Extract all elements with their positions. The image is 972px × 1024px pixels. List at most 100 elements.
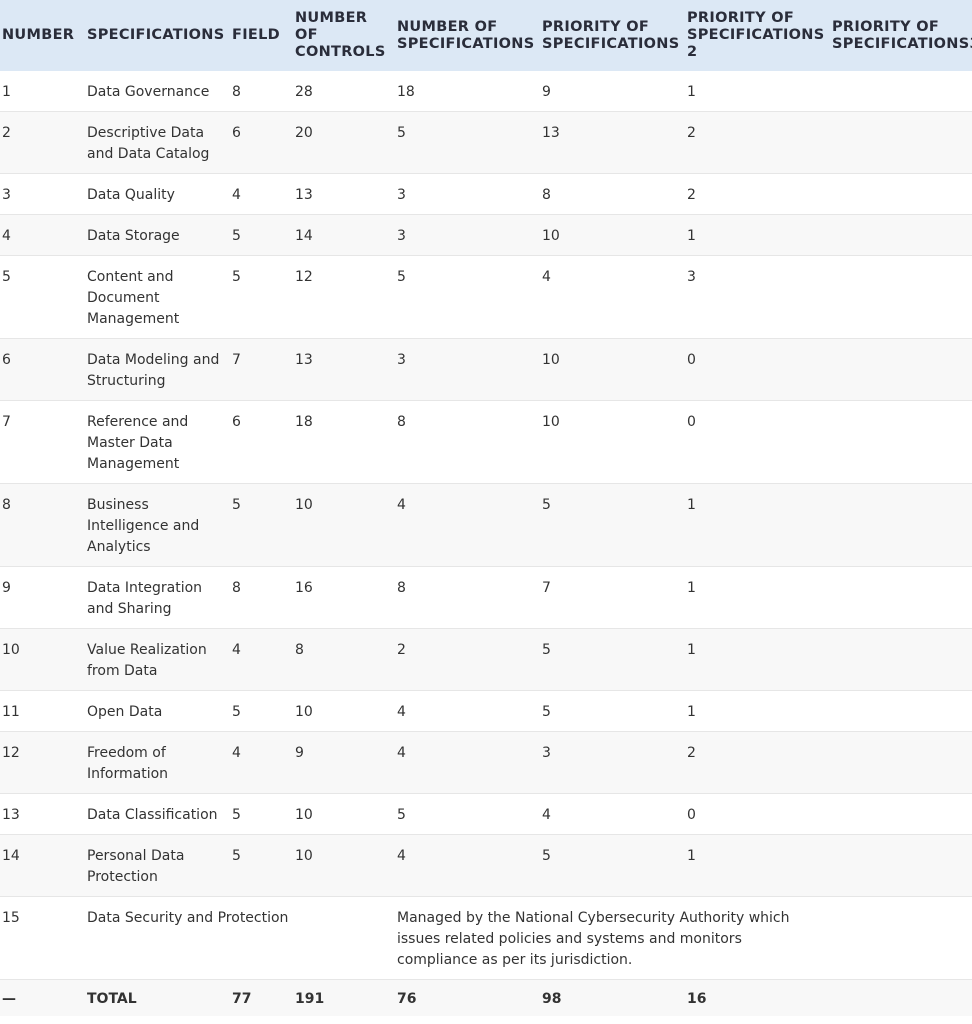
table-row: 1 Data Governance 8 28 18 9 1 [0, 71, 972, 112]
table-cell: 13 [540, 111, 685, 174]
table-cell: 9 [293, 731, 395, 794]
table-cell: Content and Document Management [85, 255, 230, 339]
empty-cell [830, 979, 972, 1016]
table-row: 8 Business Intelligence and Analytics 5 10 4… [0, 483, 972, 567]
table-body: 1 Data Governance 8 28 18 9 1 2 Descriptive Data… [0, 71, 972, 1016]
empty-cell [830, 483, 972, 567]
table-cell: Value Realization from Data [85, 628, 230, 691]
table-cell: 4 [540, 793, 685, 835]
table-cell: 3 [395, 214, 540, 256]
table-cell: 5 [230, 214, 293, 256]
table-cell: Descriptive Data and Data Catalog [85, 111, 230, 174]
table-cell: Data Security and Protection [85, 896, 395, 980]
table-row: 5 Content and Document Management 5 12 5 4 3 [0, 255, 972, 339]
table-cell: 7 [540, 566, 685, 629]
table-cell: 2 [685, 731, 830, 794]
table-cell: 4 [0, 214, 85, 256]
table-cell: 2 [685, 173, 830, 215]
table-row: 4 Data Storage 5 14 3 10 1 [0, 214, 972, 256]
table-cell: 2 [685, 111, 830, 174]
table-cell: Personal Data Protection [85, 834, 230, 897]
table-cell: 1 [685, 566, 830, 629]
empty-cell [830, 690, 972, 732]
table-cell: 5 [540, 483, 685, 567]
column-header: FIELD [230, 0, 293, 71]
column-header: SPECIFICATIONS [85, 0, 230, 71]
empty-cell [830, 338, 972, 401]
table-cell: 0 [685, 400, 830, 484]
table-cell: Data Modeling and Structuring [85, 338, 230, 401]
table-cell: 1 [685, 71, 830, 112]
table-row: 3 Data Quality 4 13 3 8 2 [0, 173, 972, 215]
column-header: NUMBER OF SPECIFICATIONS [395, 0, 540, 71]
table-cell: 1 [685, 834, 830, 897]
table-cell: 9 [0, 566, 85, 629]
table-cell: 3 [0, 173, 85, 215]
table-cell: 5 [540, 690, 685, 732]
table-cell: 12 [293, 255, 395, 339]
total-cell: — [0, 979, 85, 1016]
empty-cell [830, 173, 972, 215]
table-cell: Reference and Master Data Management [85, 400, 230, 484]
table-row: 15 Data Security and Protection Managed by… [0, 896, 972, 980]
table-cell: 5 [395, 111, 540, 174]
column-header: NUMBER [0, 0, 85, 71]
table-cell: 4 [395, 483, 540, 567]
table-cell: Freedom of Information [85, 731, 230, 794]
table-head: NUMBER SPECIFICATIONS FIELD NUMBER OF CONTR… [0, 0, 972, 71]
table-cell: 8 [395, 400, 540, 484]
total-cell: 76 [395, 979, 540, 1016]
table-cell: Data Classification [85, 793, 230, 835]
table-cell: 3 [395, 338, 540, 401]
table-cell: 8 [293, 628, 395, 691]
table-cell: 8 [0, 483, 85, 567]
table-row: 2 Descriptive Data and Data Catalog 6 20 5 13… [0, 111, 972, 174]
table-row: 10 Value Realization from Data 4 8 2 5 1 [0, 628, 972, 691]
table-row: 9 Data Integration and Sharing 8 16 8 7 1 [0, 566, 972, 629]
table-cell: 16 [293, 566, 395, 629]
table-cell: 3 [685, 255, 830, 339]
table-cell: 1 [0, 71, 85, 112]
empty-cell [830, 896, 972, 980]
table-cell: 18 [293, 400, 395, 484]
table-cell: 8 [230, 566, 293, 629]
table-row: 6 Data Modeling and Structuring 7 13 3 10 0 [0, 338, 972, 401]
total-cell: 16 [685, 979, 830, 1016]
table-cell: 5 [230, 690, 293, 732]
table-cell: 3 [540, 731, 685, 794]
table-cell: 13 [0, 793, 85, 835]
table-cell: Data Storage [85, 214, 230, 256]
table-cell: 20 [293, 111, 395, 174]
table-row: 13 Data Classification 5 10 5 4 0 [0, 793, 972, 835]
table-cell: 4 [230, 731, 293, 794]
table-cell: 28 [293, 71, 395, 112]
table-cell: 5 [230, 793, 293, 835]
total-row: — TOTAL 77 191 76 98 16 [0, 979, 972, 1016]
header-row: NUMBER SPECIFICATIONS FIELD NUMBER OF CONTR… [0, 0, 972, 71]
table-cell: 6 [230, 400, 293, 484]
empty-cell [830, 793, 972, 835]
table-cell: Data Governance [85, 71, 230, 112]
table-cell: 7 [230, 338, 293, 401]
table-cell: 11 [0, 690, 85, 732]
table-cell: 10 [540, 214, 685, 256]
table-cell: 5 [540, 834, 685, 897]
table-cell: 8 [395, 566, 540, 629]
column-header: PRIORITY OF SPECIFICATIONS [540, 0, 685, 71]
empty-cell [830, 255, 972, 339]
column-header: NUMBER OF CONTROLS [293, 0, 395, 71]
table-cell: Open Data [85, 690, 230, 732]
empty-cell [830, 628, 972, 691]
empty-cell [830, 214, 972, 256]
table-cell: 5 [395, 793, 540, 835]
table-cell: Data Integration and Sharing [85, 566, 230, 629]
empty-cell [830, 566, 972, 629]
table-cell: 2 [395, 628, 540, 691]
table-cell: 1 [685, 690, 830, 732]
table-cell: 9 [540, 71, 685, 112]
table-cell: 15 [0, 896, 85, 980]
table-cell: 8 [540, 173, 685, 215]
table-cell: 10 [293, 483, 395, 567]
table-cell: 3 [395, 173, 540, 215]
